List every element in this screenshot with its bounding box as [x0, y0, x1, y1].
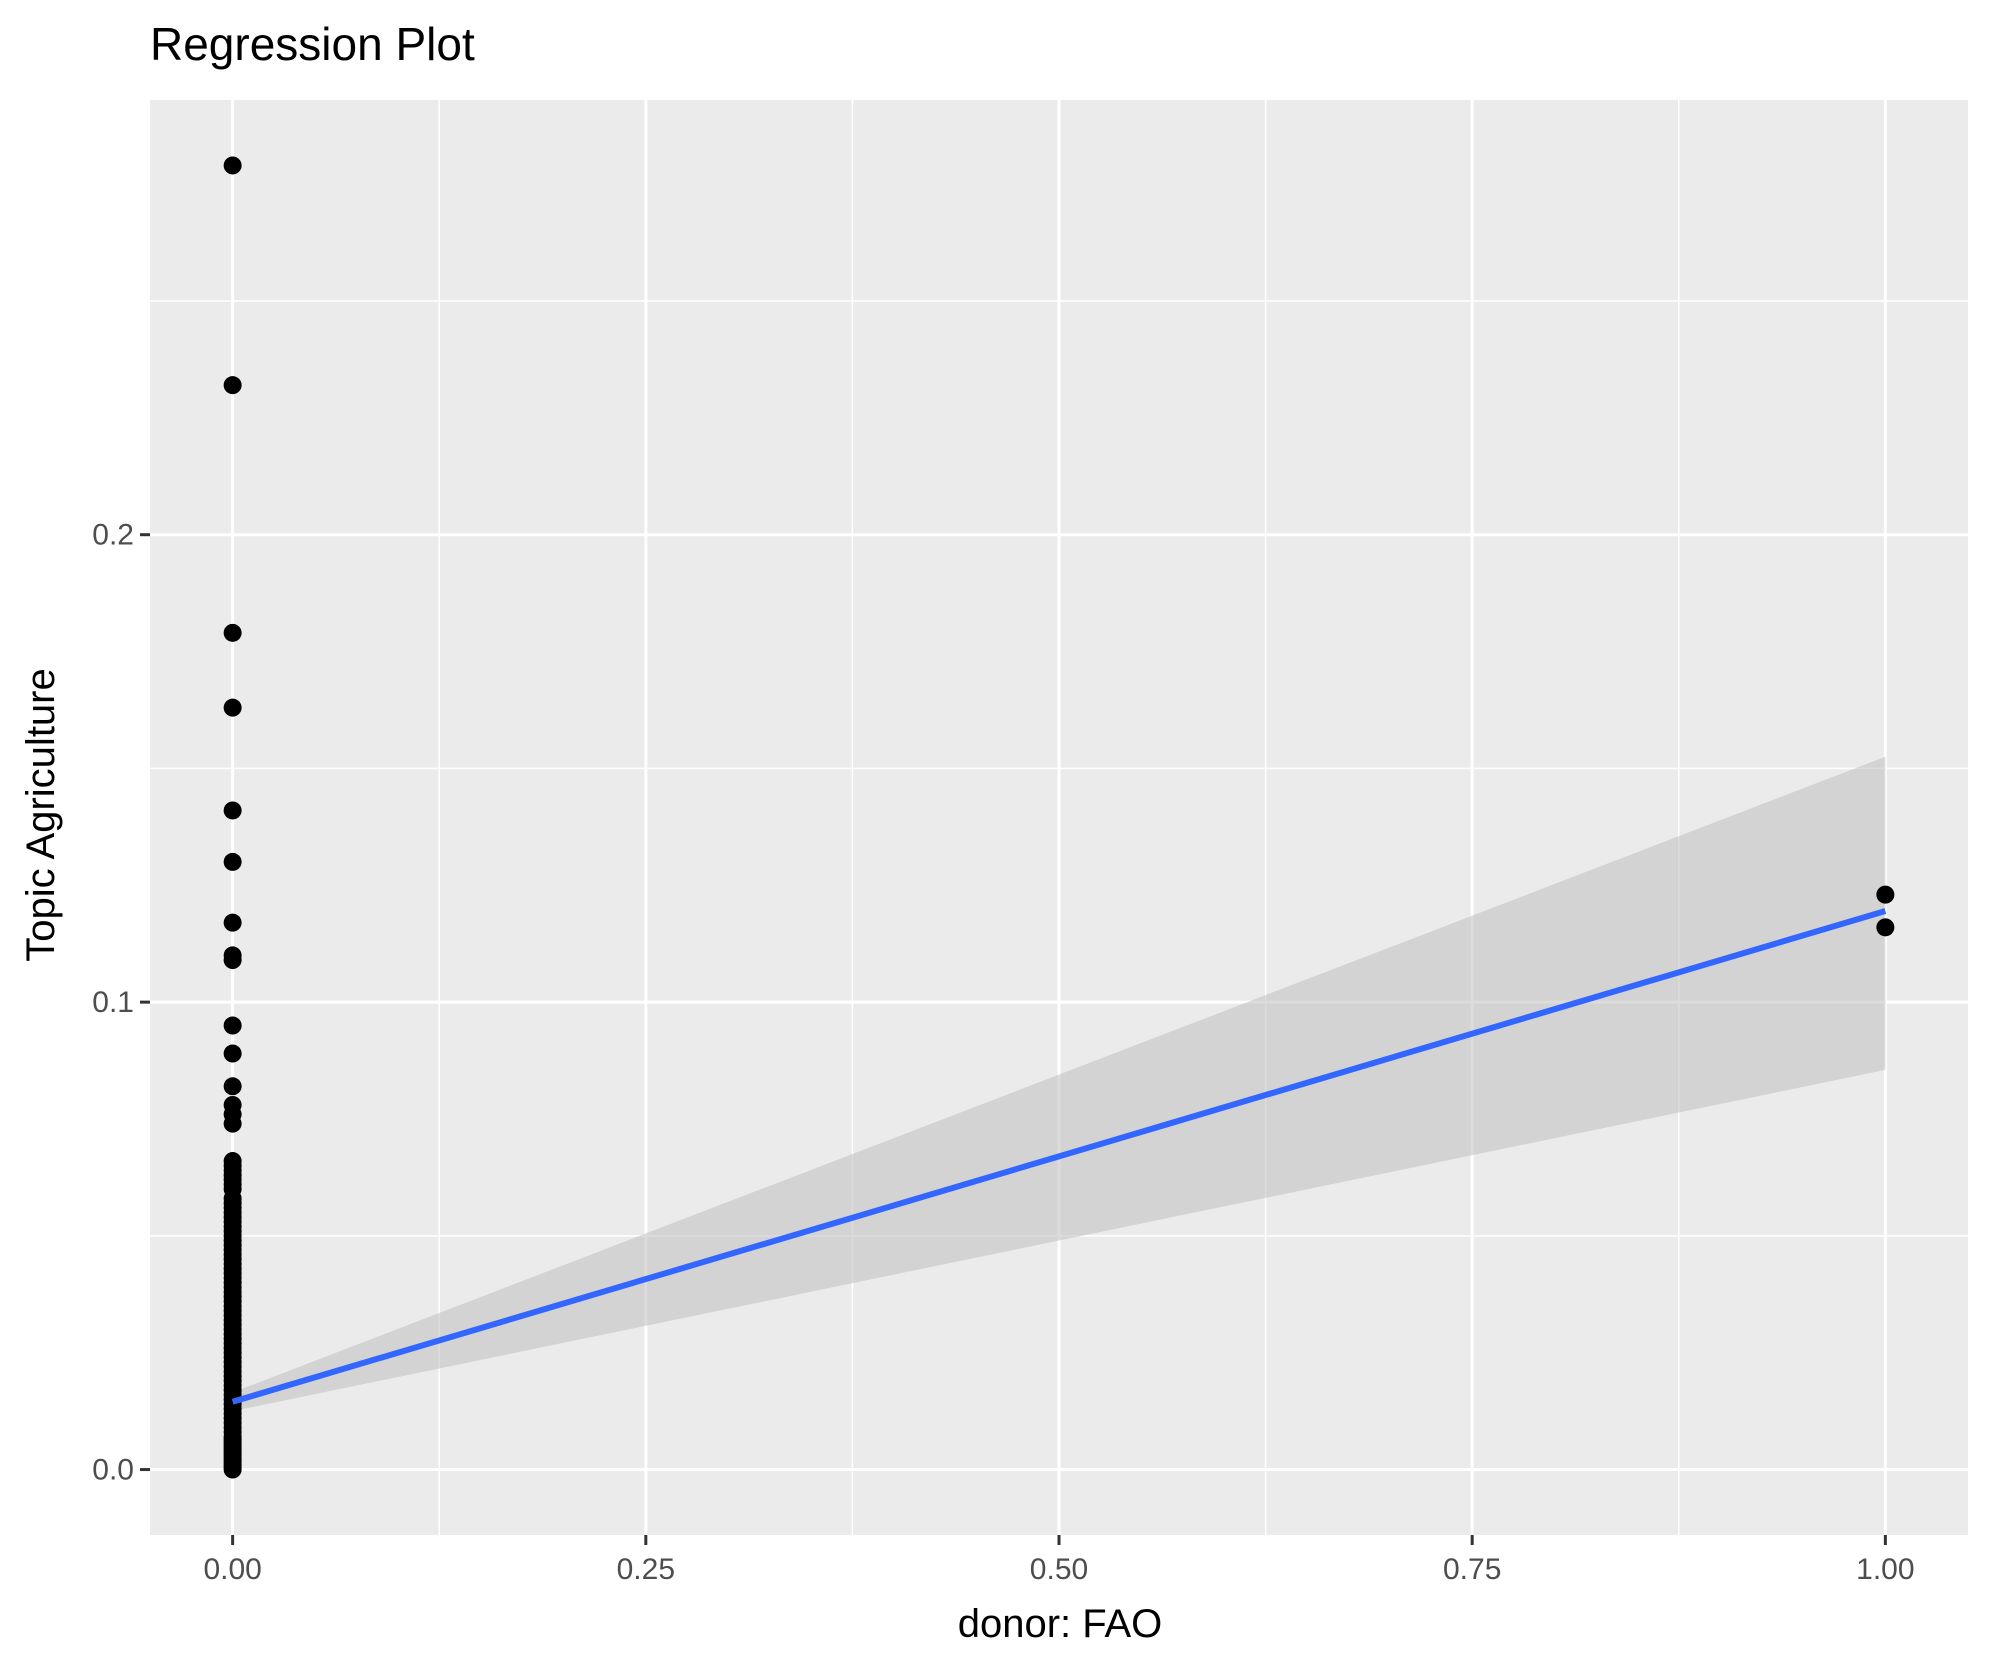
x-axis-title: donor: FAO [958, 1602, 1163, 1646]
data-point [223, 1077, 242, 1096]
data-point [223, 698, 242, 717]
regression-line [231, 908, 1887, 1405]
chart-title: Regression Plot [150, 18, 475, 70]
data-point [223, 801, 242, 820]
x-tick-label: 0.00 [203, 1553, 261, 1586]
data-point [223, 1016, 242, 1035]
data-point [223, 623, 242, 642]
data-point [1876, 885, 1895, 904]
data-point [223, 1114, 242, 1133]
x-tick-label: 0.75 [1443, 1553, 1501, 1586]
y-tick-label: 0.0 [92, 1454, 134, 1487]
y-tick-label: 0.1 [92, 986, 134, 1019]
x-tick-label: 1.00 [1856, 1553, 1914, 1586]
y-tick-label: 0.2 [92, 519, 134, 552]
x-tick-label: 0.50 [1030, 1553, 1088, 1586]
data-point [223, 913, 242, 932]
data-point [223, 156, 242, 175]
x-tick-label: 0.25 [617, 1553, 675, 1586]
x-axis-ticks: 0.00 0.25 0.50 0.75 1.00 [203, 1535, 1915, 1586]
y-axis-title: Topic Agriculture [19, 668, 63, 961]
y-axis-ticks: 0.0 0.1 0.2 [92, 519, 150, 1487]
confidence-band [232, 756, 1886, 1412]
data-point [223, 1044, 242, 1063]
data-point [223, 951, 242, 970]
confidence-band-layer [232, 756, 1886, 1412]
data-point [223, 376, 242, 395]
data-points [223, 156, 1895, 1479]
regression-line-layer [231, 908, 1887, 1405]
data-point [223, 1430, 242, 1449]
data-point [223, 852, 242, 871]
data-point [1876, 918, 1895, 937]
